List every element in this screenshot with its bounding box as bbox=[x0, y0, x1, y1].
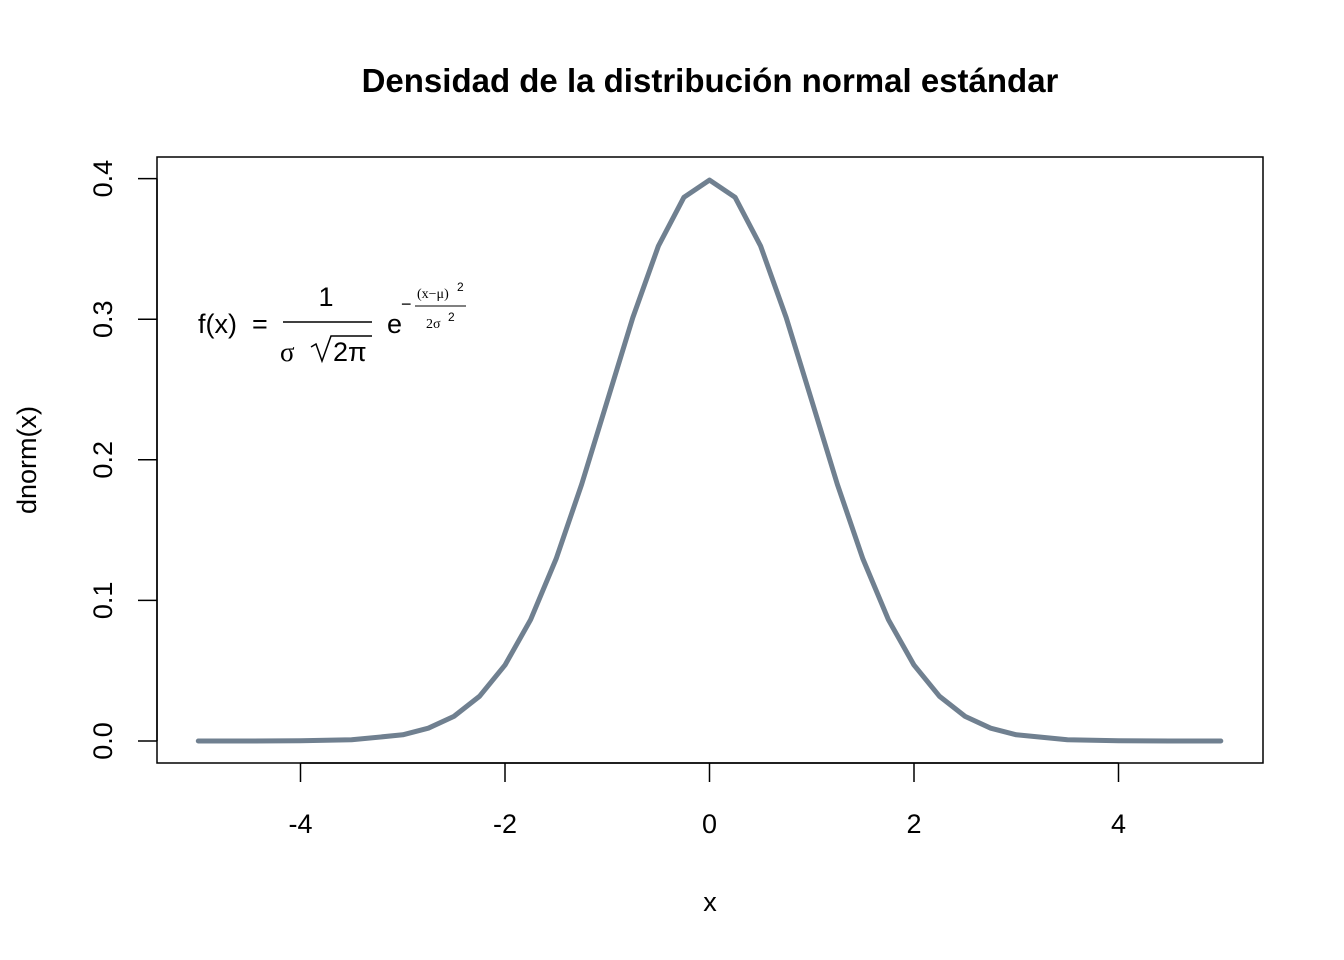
formula-exp-denominator-power: 2 bbox=[448, 310, 455, 324]
formula-equals: = bbox=[252, 309, 268, 339]
y-axis-label: dnorm(x) bbox=[12, 406, 42, 514]
formula-root: 2π bbox=[333, 337, 367, 367]
formula-exp-numerator: (x−μ) bbox=[417, 287, 449, 302]
y-tick-label: 0.2 bbox=[88, 441, 118, 479]
formula-exp-numerator-power: 2 bbox=[457, 280, 464, 294]
formula-annotation: f(x) = 1 σ 2π e − (x−μ) 2 2σ 2 bbox=[198, 280, 466, 367]
x-axis-label: x bbox=[703, 887, 717, 917]
formula-lhs: f(x) bbox=[198, 309, 237, 339]
density-line bbox=[195, 177, 1224, 744]
y-axis: 0.0 0.1 0.2 0.3 0.4 bbox=[88, 160, 158, 760]
y-tick-label: 0.3 bbox=[88, 300, 118, 338]
x-tick-label: 2 bbox=[906, 809, 921, 839]
plot-frame bbox=[156, 156, 1264, 764]
x-axis: -4 -2 0 2 4 bbox=[288, 762, 1126, 839]
formula-exp-denominator: 2σ bbox=[426, 317, 441, 332]
series-density bbox=[195, 177, 1224, 744]
formula-base: e bbox=[387, 309, 402, 339]
formula-sigma: σ bbox=[280, 337, 295, 367]
x-tick-label: 0 bbox=[702, 809, 717, 839]
y-tick-label: 0.4 bbox=[88, 160, 118, 198]
x-tick-label: 4 bbox=[1111, 809, 1126, 839]
chart-title: Densidad de la distribución normal están… bbox=[362, 62, 1059, 99]
x-tick-label: -2 bbox=[493, 809, 517, 839]
y-tick-label: 0.1 bbox=[88, 582, 118, 620]
y-tick-label: 0.0 bbox=[88, 722, 118, 760]
sqrt-icon bbox=[310, 335, 372, 364]
formula-numerator: 1 bbox=[318, 282, 333, 312]
formula-exp-minus: − bbox=[401, 294, 412, 314]
x-tick-label: -4 bbox=[288, 809, 312, 839]
